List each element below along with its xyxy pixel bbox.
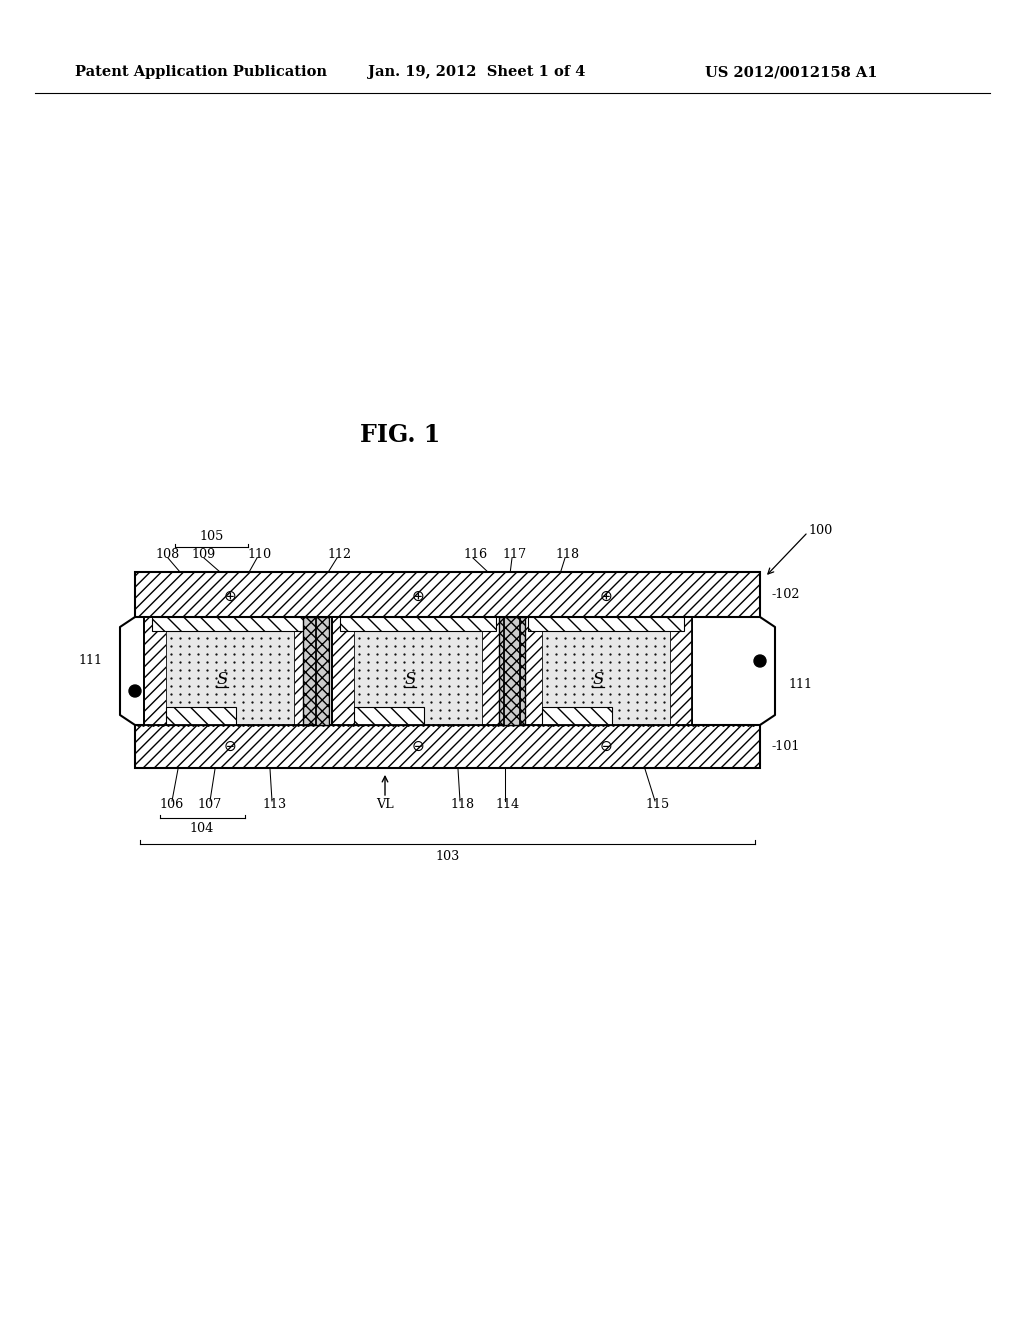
Bar — [354, 708, 424, 725]
Text: FIG. 1: FIG. 1 — [359, 422, 440, 447]
Bar — [520, 616, 692, 725]
Bar — [354, 616, 482, 725]
Text: 106: 106 — [160, 799, 184, 812]
Bar — [135, 725, 760, 768]
Text: 110: 110 — [248, 549, 272, 561]
Bar — [135, 572, 760, 616]
Bar — [542, 708, 612, 725]
Text: 109: 109 — [191, 549, 216, 561]
Text: 118: 118 — [451, 799, 475, 812]
Bar — [144, 616, 316, 725]
Bar — [542, 616, 670, 725]
Bar — [499, 616, 525, 725]
Circle shape — [129, 685, 141, 697]
Bar — [294, 616, 316, 725]
Text: 108: 108 — [156, 549, 180, 561]
Bar — [166, 616, 294, 725]
Text: -101: -101 — [772, 741, 801, 752]
Bar — [303, 616, 329, 725]
Text: 116: 116 — [464, 549, 488, 561]
Text: 100: 100 — [808, 524, 833, 536]
Bar — [332, 616, 354, 725]
Text: 112: 112 — [328, 549, 352, 561]
Bar — [528, 616, 684, 631]
Bar — [294, 616, 316, 725]
Bar — [354, 708, 424, 725]
Text: US 2012/0012158 A1: US 2012/0012158 A1 — [705, 65, 878, 79]
Text: ⊕: ⊕ — [600, 589, 612, 605]
Text: 107: 107 — [198, 799, 222, 812]
Bar — [528, 616, 684, 631]
Text: ⊖: ⊖ — [600, 739, 612, 754]
Bar — [482, 616, 504, 725]
Text: VL: VL — [376, 799, 394, 812]
Bar — [144, 616, 166, 725]
Text: S: S — [216, 671, 227, 688]
Bar — [144, 616, 316, 725]
Text: ⊖: ⊖ — [223, 739, 237, 754]
Bar — [135, 572, 760, 616]
Bar — [499, 616, 525, 725]
Text: 114: 114 — [496, 799, 520, 812]
Bar — [520, 616, 542, 725]
Text: ⊖: ⊖ — [412, 739, 424, 754]
Text: -102: -102 — [772, 587, 801, 601]
Bar — [303, 616, 329, 725]
Bar — [332, 616, 504, 725]
Bar — [332, 616, 354, 725]
Bar — [166, 708, 237, 725]
Text: 111: 111 — [79, 653, 103, 667]
Bar — [332, 616, 504, 725]
Text: ⊕: ⊕ — [223, 589, 237, 605]
Bar — [670, 616, 692, 725]
Bar — [135, 725, 760, 768]
Bar — [670, 616, 692, 725]
Bar — [144, 616, 166, 725]
Bar — [520, 616, 692, 725]
Bar — [340, 616, 496, 631]
Text: 105: 105 — [200, 529, 223, 543]
Text: S: S — [592, 671, 604, 688]
Text: 118: 118 — [556, 549, 580, 561]
Bar — [340, 616, 496, 631]
Bar — [152, 616, 308, 631]
Bar — [542, 708, 612, 725]
Text: 113: 113 — [263, 799, 287, 812]
Bar — [166, 708, 237, 725]
Bar — [520, 616, 542, 725]
Text: 103: 103 — [435, 850, 460, 863]
Text: Jan. 19, 2012  Sheet 1 of 4: Jan. 19, 2012 Sheet 1 of 4 — [368, 65, 586, 79]
Circle shape — [754, 655, 766, 667]
Text: S: S — [404, 671, 416, 688]
Text: ⊕: ⊕ — [412, 589, 424, 605]
Bar — [152, 616, 308, 631]
Text: 111: 111 — [788, 678, 812, 692]
Text: Patent Application Publication: Patent Application Publication — [75, 65, 327, 79]
Text: 104: 104 — [189, 821, 214, 834]
Text: 117: 117 — [503, 549, 527, 561]
Bar — [482, 616, 504, 725]
Text: 115: 115 — [646, 799, 670, 812]
